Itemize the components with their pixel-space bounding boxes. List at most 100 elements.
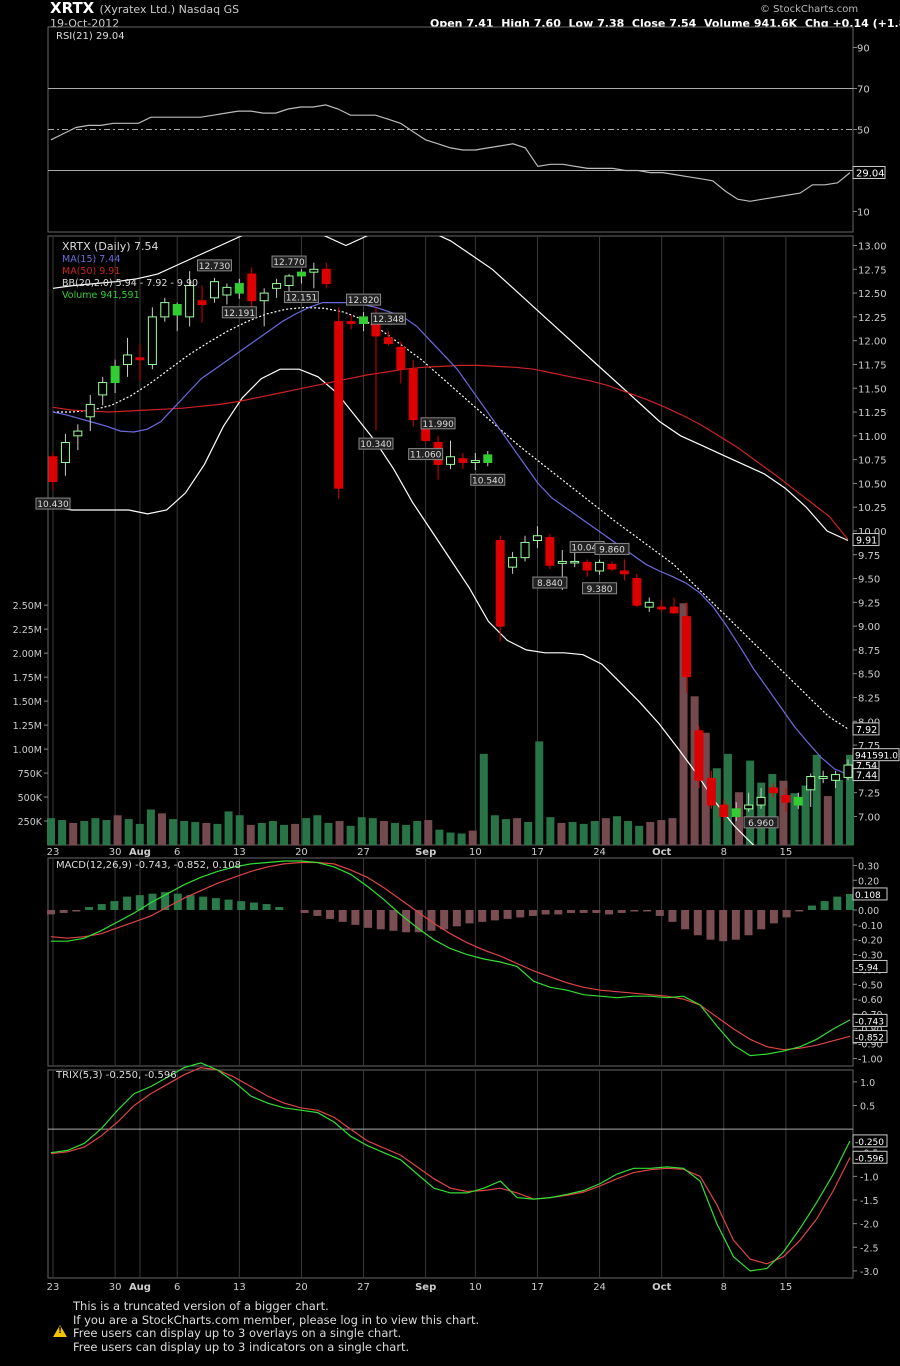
price-x-label: 24 bbox=[593, 847, 606, 858]
macd-tick-label: -0.20 bbox=[858, 936, 883, 947]
price-annotation: 10.430 bbox=[37, 500, 69, 510]
volume-bar bbox=[191, 821, 200, 845]
macd-tick-label: -0.10 bbox=[858, 921, 883, 932]
volume-bar bbox=[413, 821, 422, 845]
volume-bar bbox=[823, 796, 832, 845]
price-tick-label: 11.75 bbox=[858, 360, 887, 371]
macd-histogram-bar bbox=[503, 910, 512, 919]
volume-bar bbox=[235, 815, 244, 845]
price-tick-label: 7.00 bbox=[858, 812, 880, 823]
macd-value-label: 0.108 bbox=[855, 891, 881, 901]
rsi-value-box bbox=[852, 165, 886, 179]
macd-histogram-bar bbox=[364, 910, 373, 928]
candle-body bbox=[632, 578, 642, 606]
candle-body bbox=[781, 795, 791, 803]
candle-body bbox=[446, 456, 455, 465]
candle-body bbox=[408, 368, 418, 421]
candle-body bbox=[73, 430, 83, 437]
candle-body bbox=[209, 281, 219, 299]
macd-histogram-bar bbox=[338, 910, 347, 922]
macd-histogram-bar bbox=[427, 910, 436, 931]
price-x-label: 6 bbox=[174, 847, 180, 858]
volume-bar bbox=[113, 815, 122, 845]
candle-body bbox=[557, 560, 567, 564]
trix-x-label: 8 bbox=[721, 1282, 727, 1293]
macd-histogram-bar bbox=[402, 910, 411, 933]
volume-bar bbox=[479, 753, 488, 845]
macd-panel bbox=[47, 857, 854, 1067]
candle-body bbox=[259, 292, 269, 302]
macd-tick-label: -0.30 bbox=[858, 951, 883, 962]
price-annotation: 9.380 bbox=[587, 585, 613, 595]
company-name: (Xyratex Ltd.) Nasdaq GS bbox=[99, 3, 240, 16]
macd-histogram-bar bbox=[59, 910, 68, 913]
macd-histogram-bar bbox=[516, 910, 525, 918]
trix-x-label: 23 bbox=[47, 1282, 60, 1293]
price-x-label: Sep bbox=[415, 847, 436, 858]
price-annotation: 12.151 bbox=[286, 294, 318, 304]
price-annotation-box bbox=[221, 306, 257, 319]
volume-bar bbox=[612, 816, 621, 845]
macd-histogram-bar bbox=[490, 910, 499, 921]
macd-histogram-bar bbox=[135, 895, 144, 910]
candle-body bbox=[458, 458, 468, 463]
trix-x-label: 15 bbox=[780, 1282, 793, 1293]
price-legend-item: BB(20,2.0) 5.94 - 7.92 - 9.90 bbox=[62, 278, 198, 289]
price-tick-label: 11.50 bbox=[858, 384, 887, 395]
price-tick-label: 12.50 bbox=[858, 289, 887, 300]
price-tick-label: 12.75 bbox=[858, 265, 887, 276]
macd-tick-label: -0.60 bbox=[858, 995, 883, 1006]
trix-signal-line bbox=[50, 1066, 851, 1265]
trix-line bbox=[50, 1062, 851, 1272]
price-annotation-box bbox=[358, 437, 394, 450]
volume-bar bbox=[635, 825, 644, 845]
macd-histogram-bar bbox=[110, 901, 119, 910]
volume-bar bbox=[513, 818, 522, 845]
candle-body bbox=[197, 300, 207, 306]
price-annotation-box bbox=[408, 448, 444, 461]
price-annotation-box bbox=[594, 542, 630, 555]
footer-line: If you are a StockCharts.com member, ple… bbox=[73, 1312, 480, 1327]
price-tick-label: 8.25 bbox=[858, 694, 880, 705]
volume-bar bbox=[579, 823, 588, 845]
rsi-value-label: 29.04 bbox=[856, 168, 885, 179]
price-annotation: 12.730 bbox=[199, 262, 231, 272]
macd-value-label: -0.743 bbox=[855, 1017, 884, 1027]
volume-bar bbox=[202, 822, 211, 845]
footer-notes: This is a truncated version of a bigger … bbox=[73, 1299, 480, 1355]
candle-body bbox=[768, 787, 778, 794]
volume-bar bbox=[768, 774, 777, 845]
candle-body bbox=[48, 456, 58, 483]
price-tick-label: 10.25 bbox=[858, 503, 887, 514]
candle-body bbox=[98, 382, 108, 396]
volume-bar bbox=[590, 821, 599, 845]
volume-bar bbox=[302, 818, 311, 845]
price-tick-label: 9.50 bbox=[858, 575, 880, 586]
price-legend-item: MA(15) 7.44 bbox=[62, 254, 120, 265]
candle-body bbox=[744, 804, 754, 810]
volume-tick-label: 500K bbox=[18, 793, 43, 804]
candle-body bbox=[185, 284, 195, 318]
footer-line: This is a truncated version of a bigger … bbox=[73, 1299, 329, 1313]
price-tick-label: 13.00 bbox=[858, 242, 887, 253]
volume-tick-label: 2.25M bbox=[13, 625, 42, 636]
trix-tick-label: -1.5 bbox=[860, 1196, 879, 1207]
volume-bar bbox=[157, 813, 166, 845]
macd-tick-label: 0.00 bbox=[858, 906, 879, 917]
volume-bar bbox=[146, 809, 155, 845]
macd-signal-line bbox=[50, 861, 851, 1051]
volume-tick-label: 1.75M bbox=[13, 673, 42, 684]
rsi-line bbox=[50, 104, 851, 202]
candle-body bbox=[272, 283, 282, 289]
volume-bar bbox=[424, 820, 433, 845]
price-annotation-box bbox=[35, 497, 71, 510]
volume-bar bbox=[402, 824, 411, 845]
price-tick-label: 10.00 bbox=[858, 527, 887, 538]
stockcharts-brand[interactable]: © StockCharts.com bbox=[760, 4, 859, 15]
volume-bar bbox=[102, 820, 111, 845]
macd-histogram-bar bbox=[782, 910, 791, 918]
price-tick-label: 12.00 bbox=[858, 337, 887, 348]
macd-histogram-bar bbox=[199, 896, 208, 910]
volume-bar bbox=[812, 754, 821, 845]
candle-body bbox=[160, 302, 170, 318]
